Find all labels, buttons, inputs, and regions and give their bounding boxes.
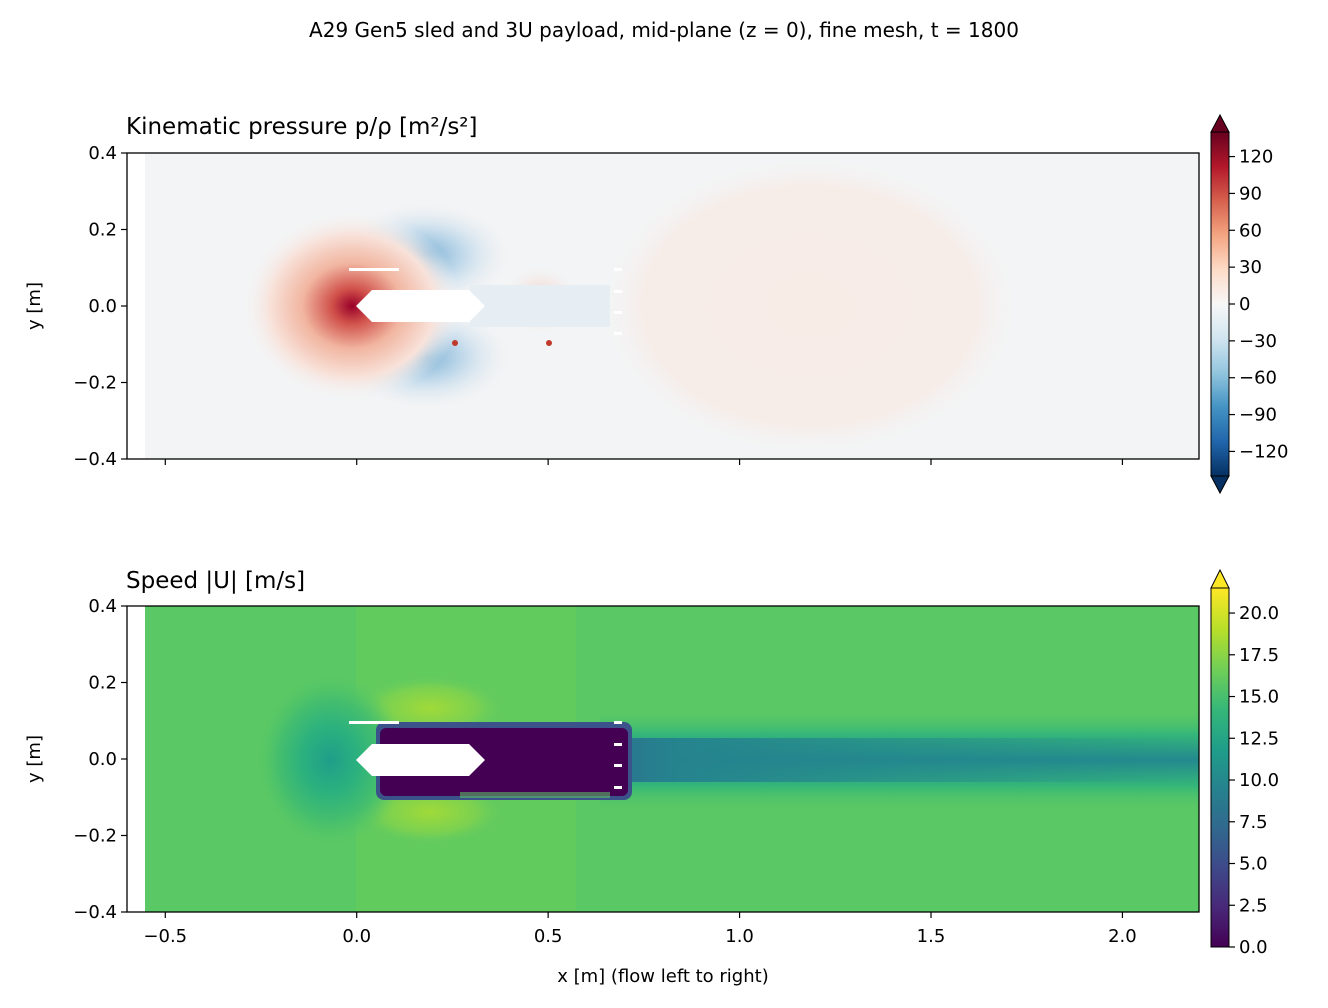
speed-y-tick-label: 0.0	[88, 749, 117, 770]
speed-colorbar-tick-label: 17.5	[1239, 645, 1279, 666]
speed-x-tick-label: 2.0	[1108, 926, 1137, 947]
speed-colorbar-tick-label: 5.0	[1239, 854, 1268, 875]
speed-strut-2	[614, 743, 622, 746]
pressure-strut-3	[614, 311, 622, 314]
pressure-y-tick-label: 0.0	[88, 296, 117, 317]
speed-colorbar-tick-label: 2.5	[1239, 895, 1268, 916]
speed-y-tick-label: −0.2	[73, 826, 117, 847]
speed-x-tick-label: 0.0	[342, 926, 371, 947]
pressure-colorbar-bar	[1210, 131, 1230, 477]
speed-y-ticks: 0.4 0.2 0.0 −0.2 −0.4	[73, 596, 127, 923]
pressure-spot-2	[546, 340, 552, 346]
speed-x-tick-label: 1.0	[725, 926, 754, 947]
speed-colorbar-top-extend	[1210, 568, 1230, 589]
speed-colorbar-tick-label: 7.5	[1239, 812, 1268, 833]
speed-colorbar-tick-label: 15.0	[1239, 687, 1279, 708]
speed-colorbar: 20.0 17.5 15.0 12.5 10.0 7.5 5.0 2.5 0.0	[1210, 568, 1279, 958]
pressure-sled-top-plate	[349, 268, 399, 271]
pressure-sled-body	[356, 290, 485, 322]
pressure-colorbar-tick-label: −90	[1239, 405, 1277, 426]
pressure-y-ticks: 0.4 0.2 0.0 −0.2 −0.4	[73, 143, 127, 470]
speed-strut-4	[614, 786, 622, 789]
pressure-colorbar-tick-label: 60	[1239, 220, 1262, 241]
speed-colorbar-bar	[1210, 587, 1230, 948]
speed-y-tick-label: 0.4	[88, 596, 117, 617]
speed-x-tick-label: 1.5	[917, 926, 946, 947]
pressure-panel-title: Kinematic pressure p/ρ [m²/s²]	[126, 114, 478, 140]
speed-sled-body	[356, 744, 485, 776]
figure-suptitle: A29 Gen5 sled and 3U payload, mid-plane …	[309, 18, 1019, 42]
pressure-y-axis-label: y [m]	[24, 282, 45, 330]
pressure-wake-region	[600, 156, 1020, 456]
pressure-y-tick-label: 0.4	[88, 143, 117, 164]
speed-strut-3	[614, 764, 622, 767]
speed-upstream-slow	[255, 672, 405, 848]
speed-x-ticks: −0.5 0.0 0.5 1.0 1.5 2.0	[143, 912, 1137, 947]
speed-x-tick-label: 0.5	[534, 926, 563, 947]
pressure-spot-1	[452, 340, 458, 346]
speed-panel: Speed |U| [m/s] −0.5 0.0 0.5 1.0 1.5 2.0 0.40…	[24, 568, 1279, 987]
pressure-colorbar-tick-label: 120	[1239, 147, 1273, 168]
pressure-colorbar-tick-label: −120	[1239, 441, 1288, 462]
pressure-colorbar-ticks: 120 90 60 30 0 −30 −60 −90 −120	[1229, 147, 1288, 462]
speed-sled-top-plate	[349, 721, 399, 724]
speed-colorbar-tick-label: 10.0	[1239, 770, 1279, 791]
speed-field	[145, 606, 1199, 912]
speed-strut-1	[614, 721, 622, 724]
pressure-strut-1	[614, 268, 622, 271]
pressure-colorbar-tick-label: 30	[1239, 257, 1262, 278]
speed-colorbar-tick-label: 20.0	[1239, 603, 1279, 624]
pressure-y-tick-label: −0.2	[73, 373, 117, 394]
speed-wake-core	[600, 738, 1199, 782]
speed-colorbar-ticks: 20.0 17.5 15.0 12.5 10.0 7.5 5.0 2.5 0.0	[1229, 603, 1279, 958]
pressure-panel: Kinematic pressure p/ρ [m²/s²] 0.4 0.2 0.0…	[24, 113, 1288, 495]
speed-y-tick-label: −0.4	[73, 902, 117, 923]
speed-colorbar-tick-label: 0.0	[1239, 937, 1268, 958]
pressure-strut-2	[614, 290, 622, 293]
speed-y-tick-label: 0.2	[88, 673, 117, 694]
x-axis-label: x [m] (flow left to right)	[557, 966, 768, 987]
speed-x-tick-label: −0.5	[143, 926, 187, 947]
speed-panel-title: Speed |U| [m/s]	[126, 568, 305, 594]
pressure-colorbar-tick-label: 0	[1239, 294, 1250, 315]
pressure-y-tick-label: 0.2	[88, 220, 117, 241]
pressure-stagnation	[242, 211, 462, 401]
pressure-field	[145, 153, 1199, 459]
pressure-colorbar: 120 90 60 30 0 −30 −60 −90 −120	[1210, 113, 1288, 495]
pressure-colorbar-tick-label: −60	[1239, 368, 1277, 389]
pressure-strut-4	[614, 332, 622, 335]
pressure-colorbar-tick-label: −30	[1239, 331, 1277, 352]
speed-colorbar-tick-label: 12.5	[1239, 728, 1279, 749]
pressure-colorbar-top-extend	[1210, 113, 1230, 133]
pressure-y-tick-label: −0.4	[73, 449, 117, 470]
pressure-cavity	[470, 285, 610, 327]
speed-recirculation-shear	[460, 792, 610, 798]
pressure-x-ticks	[164, 459, 1124, 465]
pressure-colorbar-tick-label: 90	[1239, 183, 1262, 204]
pressure-colorbar-bottom-extend	[1210, 475, 1230, 495]
speed-y-axis-label: y [m]	[24, 735, 45, 783]
